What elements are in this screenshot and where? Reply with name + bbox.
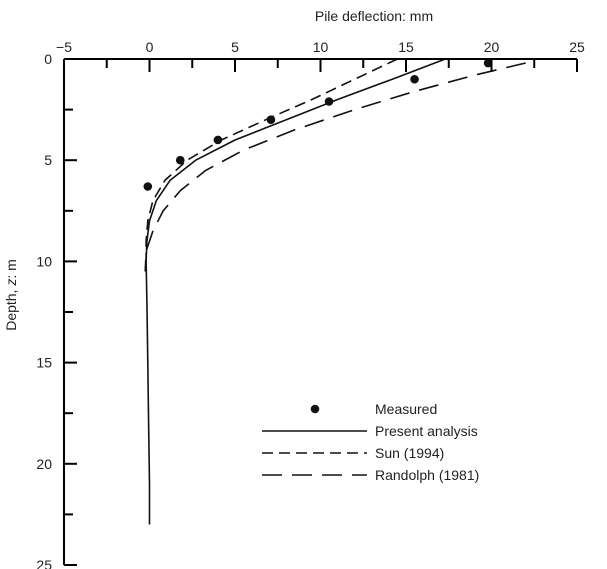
series-line-randolph-1981: [144, 62, 526, 272]
y-tick-label: 10: [36, 253, 52, 269]
x-ticks: −5 0 5 10 15 20 25: [56, 39, 585, 72]
y-axis-title: Depth, z: m: [3, 259, 19, 331]
series-curves: [144, 58, 526, 525]
measured-point: [175, 155, 185, 165]
y-tick-label: 25: [36, 557, 52, 569]
series-line-present-analysis: [145, 58, 446, 525]
legend-label-randolph-1981: Randolph (1981): [375, 467, 479, 483]
x-tick-label: 5: [231, 39, 239, 55]
y-tick-label: 0: [44, 51, 52, 67]
measured-point: [483, 58, 493, 68]
measured-point: [213, 135, 223, 145]
y-tick-label: 5: [44, 152, 52, 168]
x-tick-label: 10: [313, 39, 329, 55]
series-line-sun-1994: [145, 58, 398, 262]
y-axis-title-suffix: : m: [3, 259, 19, 278]
series-points: [143, 58, 493, 191]
y-tick-label: 20: [36, 456, 52, 472]
legend-marker-measured: [310, 404, 320, 414]
y-axis-title-symbol: z: [3, 279, 19, 287]
x-tick-label: 20: [484, 39, 500, 55]
legend-label-sun-1994: Sun (1994): [375, 445, 444, 461]
y-axis-title-prefix: Depth,: [3, 286, 19, 331]
x-tick-label: 25: [569, 39, 585, 55]
x-tick-label: −5: [56, 39, 72, 55]
y-tick-label: 15: [36, 355, 52, 371]
legend: Measured Present analysis Sun (1994) Randol…: [262, 401, 479, 483]
measured-point: [266, 115, 276, 125]
measured-point: [324, 97, 334, 106]
x-axis-title: Pile deflection: mm: [315, 8, 433, 24]
legend-label-present-analysis: Present analysis: [375, 423, 478, 439]
y-ticks: 0 5 10 15 20 25: [36, 51, 77, 569]
x-tick-label: 15: [398, 39, 414, 55]
measured-point: [410, 74, 419, 84]
legend-label-measured: Measured: [375, 401, 437, 417]
measured-point: [143, 182, 153, 191]
x-tick-label: 0: [146, 39, 154, 55]
